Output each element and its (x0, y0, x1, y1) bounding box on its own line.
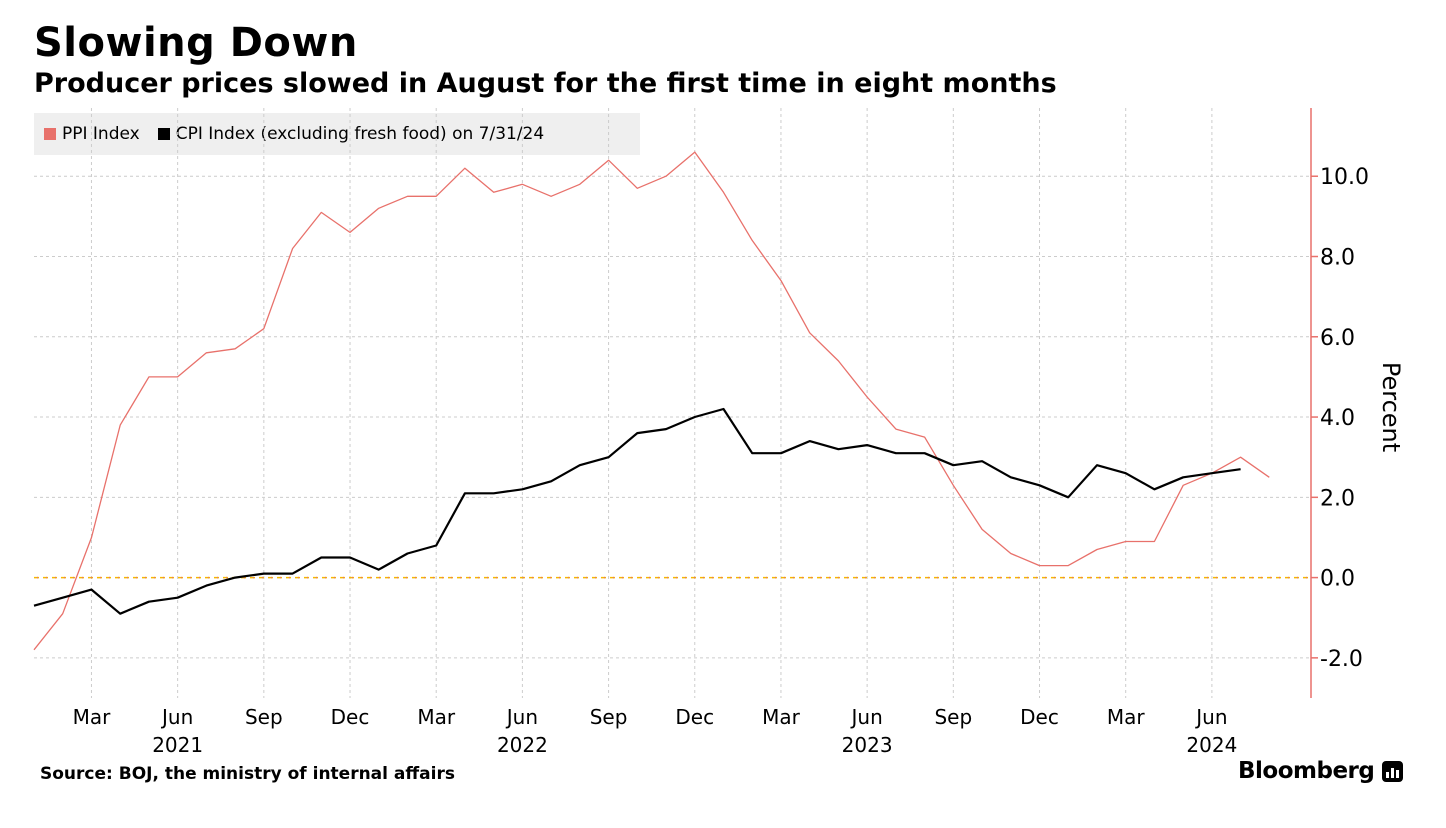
y-tick-label-5: 0.0 (1320, 567, 1355, 592)
y-tick-label-2: 6.0 (1320, 326, 1355, 351)
x-tick-label-12: Mar (1107, 705, 1146, 729)
series-line-cpi (33, 407, 1241, 615)
y-tick-label-4: 2.0 (1320, 486, 1355, 511)
x-tick-label-13: Jun (1194, 705, 1227, 729)
brand-name: Bloomberg (1238, 758, 1375, 784)
x-tick-label-0: Mar (73, 705, 112, 729)
y-tick-label-1: 8.0 (1320, 246, 1355, 271)
series-line-ppi (33, 151, 1270, 651)
x-tick-label-5: Jun (505, 705, 538, 729)
x-tick-label-3: Dec (331, 705, 370, 729)
legend: PPI Index CPI Index (excluding fresh foo… (34, 113, 640, 155)
x-tick-label-4: Mar (417, 705, 456, 729)
chart-subtitle: Producer prices slowed in August for the… (34, 68, 1057, 99)
x-tick-label-10: Sep (934, 705, 972, 729)
x-tick-label-2: Sep (245, 705, 283, 729)
x-tick-label-8: Mar (762, 705, 801, 729)
y-axis-title: Percent (1377, 362, 1405, 452)
x-year-label-3: 2024 (1186, 733, 1237, 757)
y-tick-label-3: 4.0 (1320, 406, 1355, 431)
x-year-label-0: 2021 (152, 733, 203, 757)
legend-swatch-cpi (157, 128, 170, 140)
y-tick-label-0: 10.0 (1320, 165, 1369, 190)
x-year-label-1: 2022 (497, 733, 548, 757)
y-tick-label-6: -2.0 (1320, 647, 1363, 672)
legend-label-cpi: CPI Index (excluding fresh food) on 7/31… (175, 124, 545, 144)
legend-label-ppi: PPI Index (62, 124, 140, 144)
legend-item-cpi: CPI Index (excluding fresh food) on 7/31… (157, 124, 545, 144)
x-tick-label-9: Jun (850, 705, 883, 729)
source-note: Source: BOJ, the ministry of internal af… (40, 764, 455, 784)
x-tick-label-11: Dec (1020, 705, 1059, 729)
x-year-label-2: 2023 (842, 733, 893, 757)
bloomberg-terminal-icon (1382, 760, 1404, 782)
legend-swatch-ppi (44, 128, 56, 140)
x-tick-label-6: Sep (590, 705, 628, 729)
x-tick-label-1: Jun (160, 705, 193, 729)
x-tick-label-7: Dec (675, 705, 714, 729)
brand-logo: Bloomberg (1238, 758, 1404, 784)
chart-title: Slowing Down (34, 20, 358, 66)
legend-item-ppi: PPI Index (44, 124, 140, 144)
